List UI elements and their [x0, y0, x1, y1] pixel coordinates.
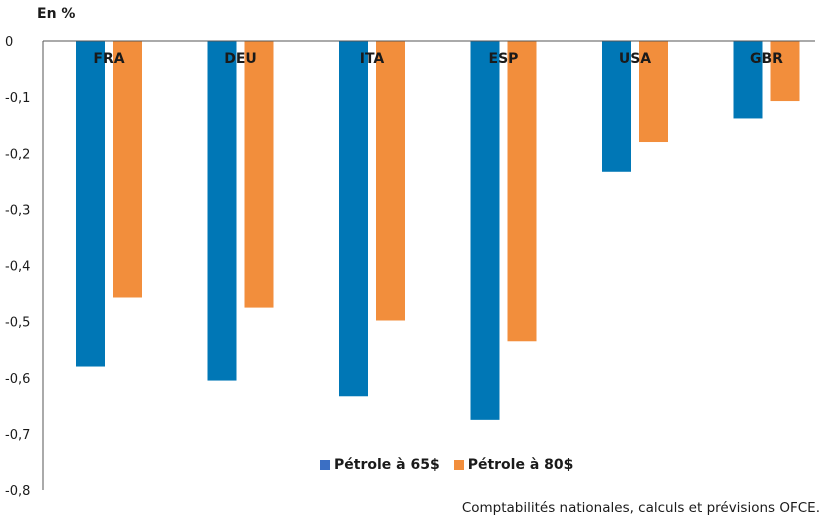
bar-ita-series-1: [339, 41, 368, 397]
bar-gbr-series-1: [733, 41, 763, 119]
category-label-esp: ESP: [489, 51, 519, 67]
category-labels: FRA DEU ITA ESP USA GBR: [93, 51, 783, 67]
legend-label-80: Pétrole à 80$: [467, 457, 574, 473]
bar-ita-series-2: [376, 41, 405, 321]
category-label-deu: DEU: [224, 51, 257, 67]
y-tick-label: -0,7: [5, 428, 30, 443]
category-label-usa: USA: [619, 51, 651, 67]
category-label-ita: ITA: [360, 51, 385, 67]
bar-usa-series-2: [639, 41, 668, 143]
category-label-gbr: GBR: [750, 51, 783, 67]
legend: Pétrole à 65$ Pétrole à 80$: [320, 457, 587, 473]
bar-gbr-series-2: [770, 41, 800, 102]
y-tick-label: -0,1: [5, 91, 30, 106]
legend-swatch-80: [453, 460, 464, 470]
bar-fra-series-1: [76, 41, 105, 367]
bar-fra-series-2: [113, 41, 142, 298]
legend-swatch-65: [320, 460, 330, 470]
legend-item-80: Pétrole à 80$: [453, 457, 574, 473]
legend-item-65: Pétrole à 65$: [320, 457, 440, 473]
unit-label: En %: [37, 6, 76, 22]
y-tick-label: -0,5: [5, 316, 30, 331]
bar-deu-series-1: [207, 41, 237, 381]
legend-label-65: Pétrole à 65$: [334, 457, 440, 473]
bars-group: [76, 41, 800, 420]
bar-usa-series-1: [602, 41, 631, 172]
y-tick-label: -0,3: [5, 203, 30, 218]
bar-esp-series-2: [507, 41, 537, 342]
y-tick-label: -0,2: [5, 147, 30, 162]
bar-esp-series-1: [470, 41, 500, 420]
y-tick-label: 0: [5, 35, 13, 50]
source-note: Comptabilités nationales, calculs et pré…: [461, 500, 820, 516]
bar-deu-series-2: [244, 41, 274, 308]
category-label-fra: FRA: [93, 51, 124, 67]
y-tick-label: -0,6: [5, 372, 30, 387]
y-tick-label: -0,4: [5, 260, 30, 275]
y-tick-label: -0,8: [5, 484, 30, 499]
y-tick-labels: 0 -0,1 -0,2 -0,3 -0,4 -0,5 -0,6 -0,7 -0,8: [5, 35, 30, 499]
